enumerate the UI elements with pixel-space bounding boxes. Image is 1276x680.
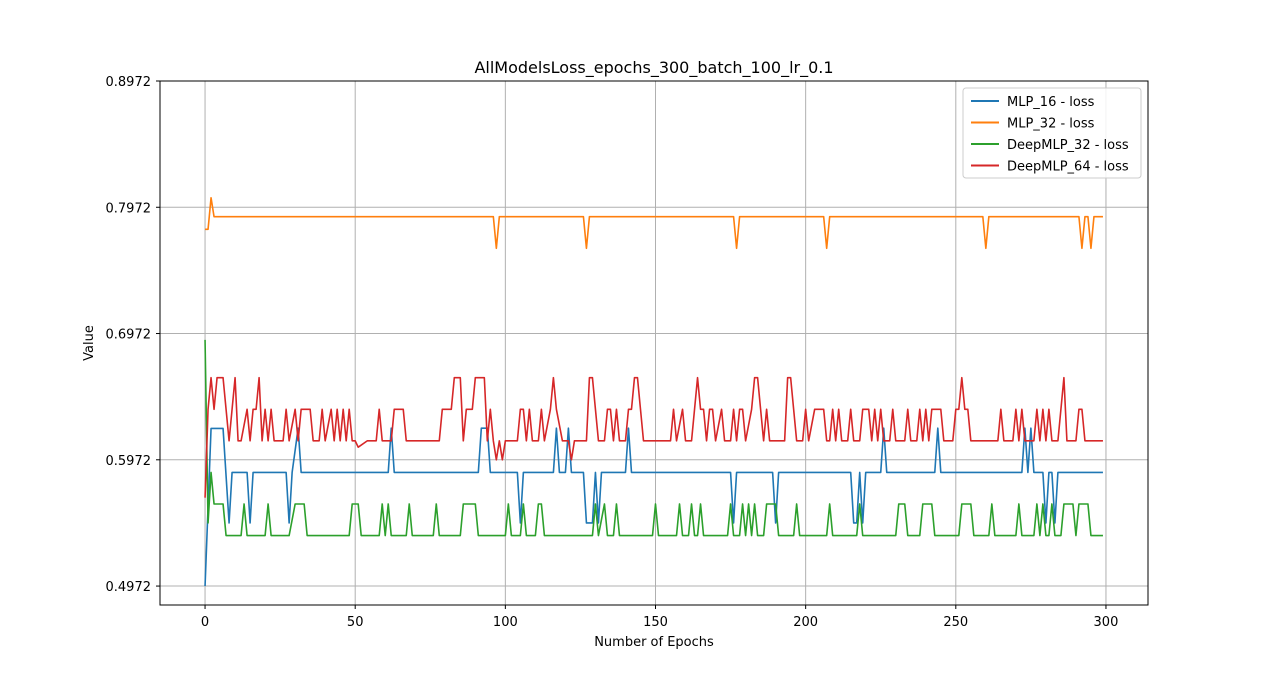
x-axis-title: Number of Epochs: [594, 635, 714, 650]
series-lines: [204, 197, 1103, 587]
x-tick-label: 50: [347, 615, 364, 630]
x-tick-label: 300: [1094, 615, 1119, 630]
x-tick-label: 100: [493, 615, 518, 630]
y-tick-label: 0.4972: [106, 580, 152, 595]
grid-lines: [160, 80, 1148, 605]
series-line-1: [204, 427, 1103, 587]
y-axis-ticks: 0.4972 0.5972 0.6972 0.7972 0.8972: [106, 75, 160, 595]
x-axis-ticks: 0 50 100 150 200 250 300: [201, 605, 1118, 630]
plot-frame: [159, 80, 1149, 606]
y-tick-label: 0.5972: [106, 454, 152, 469]
chart-title: AllModelsLoss_epochs_300_batch_100_lr_0.…: [474, 58, 833, 78]
x-tick-label: 0: [201, 615, 209, 630]
legend: MLP_16 - loss MLP_32 - loss DeepMLP_32 - l…: [962, 87, 1142, 179]
y-tick-label: 0.7972: [106, 201, 152, 216]
x-tick-label: 250: [943, 615, 968, 630]
series-line-4: [204, 376, 1103, 498]
x-tick-label: 150: [643, 615, 668, 630]
legend-label: DeepMLP_64 - loss: [1007, 160, 1129, 175]
legend-box: [962, 87, 1142, 179]
y-tick-label: 0.8972: [106, 75, 152, 90]
series-line-3: [204, 339, 1103, 537]
legend-label: MLP_32 - loss: [1007, 117, 1095, 132]
legend-label: MLP_16 - loss: [1007, 95, 1095, 110]
x-tick-label: 200: [793, 615, 818, 630]
y-axis-title: Value: [82, 325, 97, 361]
series-line-2: [205, 197, 1103, 250]
legend-label: DeepMLP_32 - loss: [1007, 138, 1129, 153]
y-tick-label: 0.6972: [106, 328, 152, 343]
